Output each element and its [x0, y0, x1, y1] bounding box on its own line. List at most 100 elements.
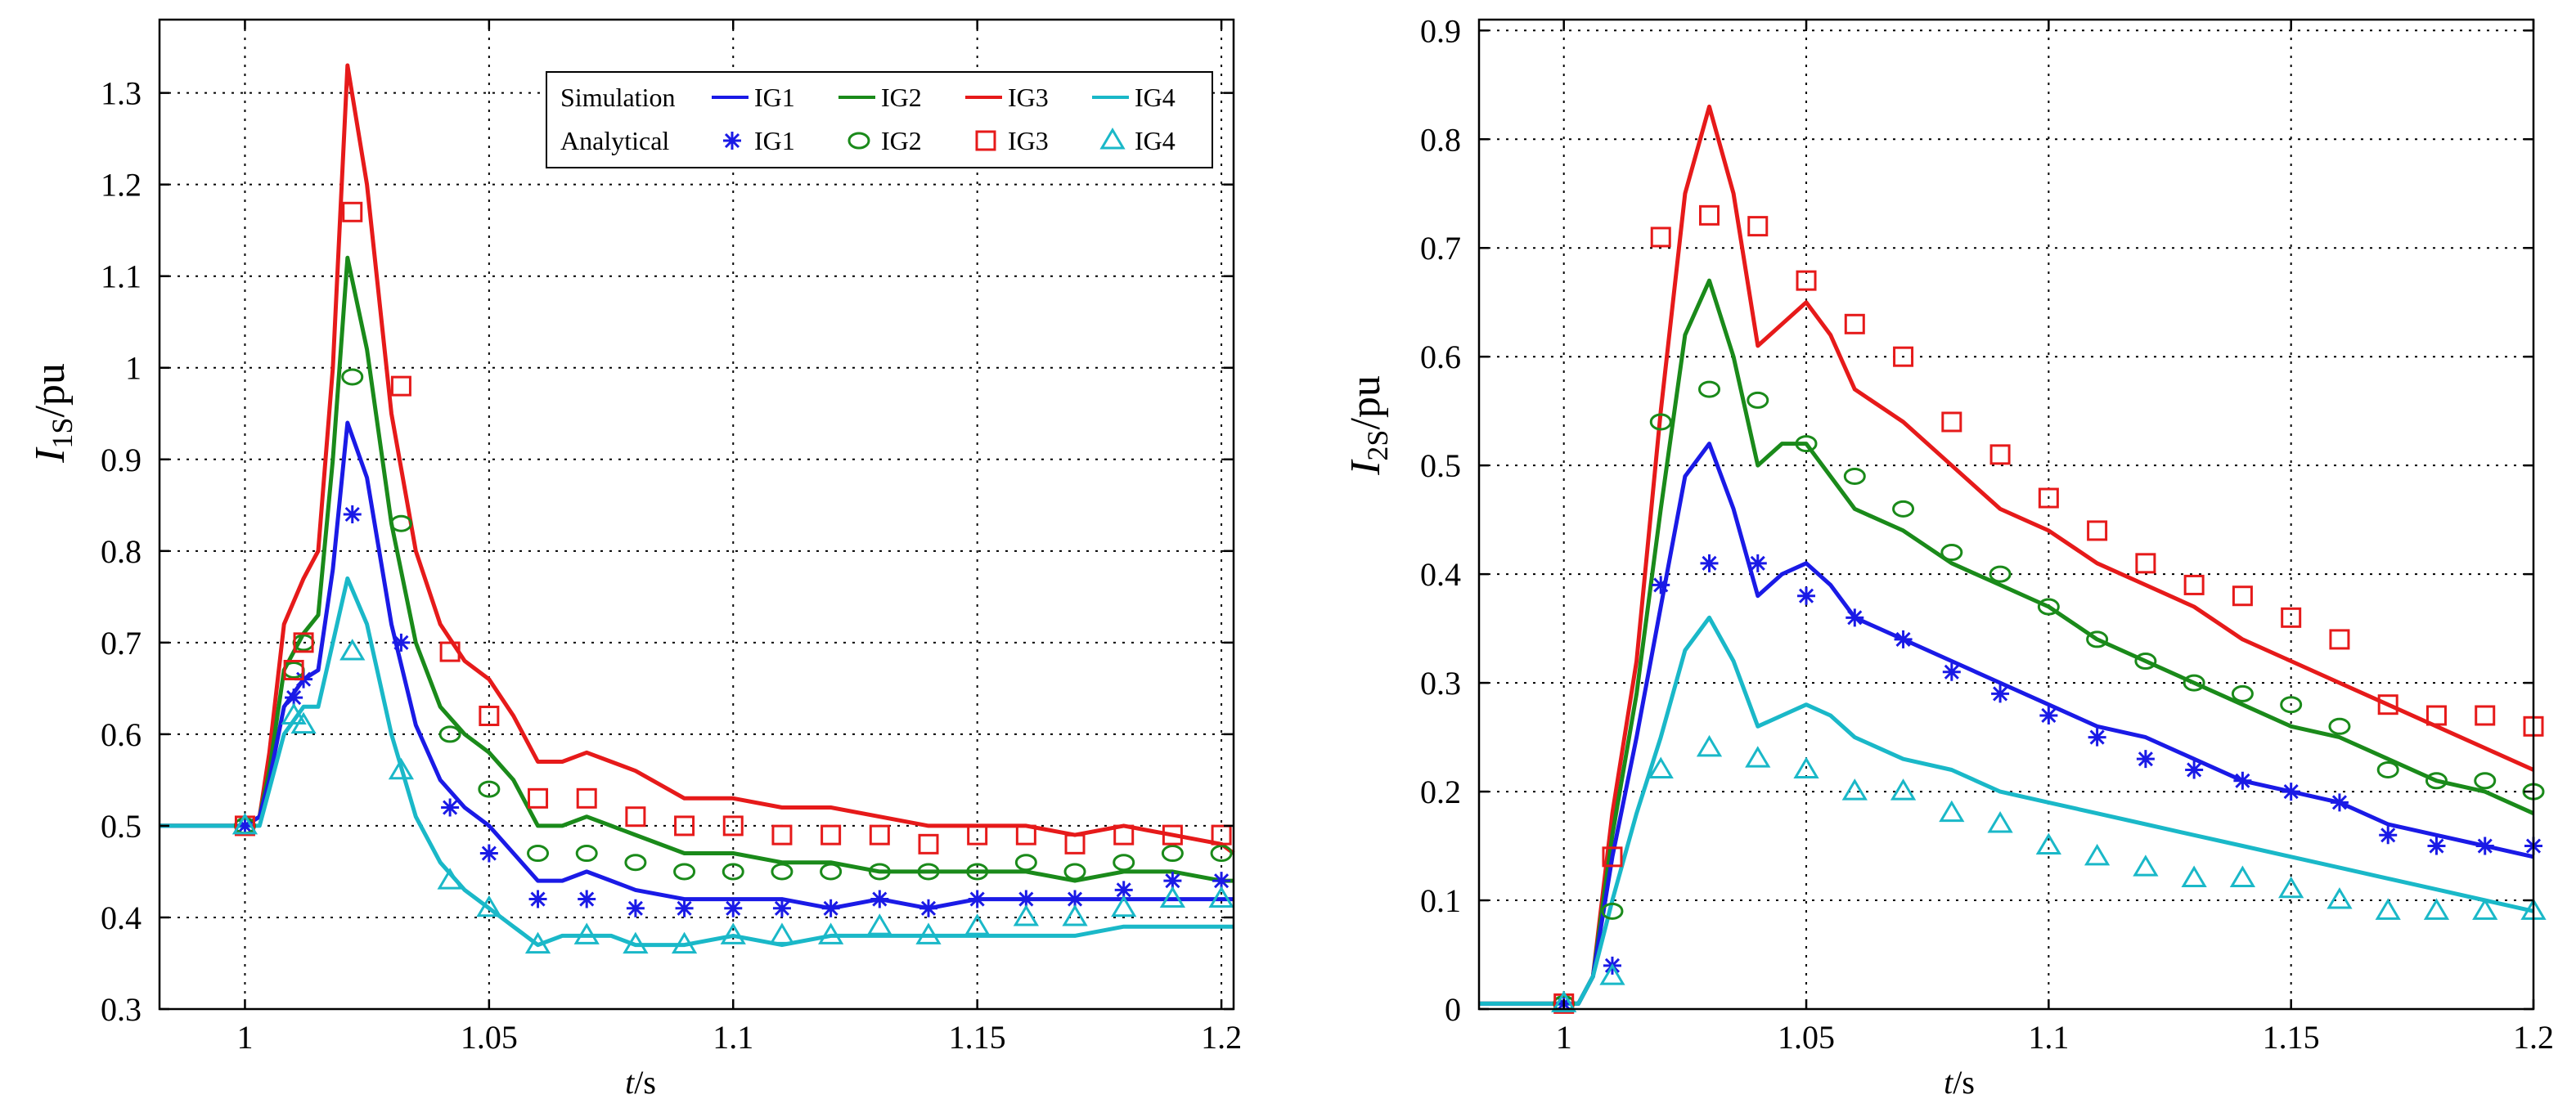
y-tick-label: 0.4	[1420, 556, 1461, 593]
analytical-point-ig4	[1890, 778, 1917, 801]
analytical-point-ig1	[2039, 706, 2058, 724]
analytical-point-ig1	[2233, 771, 2252, 790]
legend-sim-label-ig3: IG3	[1008, 83, 1049, 112]
analytical-point-ig4	[671, 931, 698, 954]
analytical-point-ig3	[2183, 574, 2205, 595]
analytical-point-ig1	[821, 899, 840, 917]
analytical-point-ig2	[868, 863, 891, 881]
analytical-point-ig2	[2474, 772, 2497, 790]
analytical-point-ig2	[1063, 863, 1086, 881]
legend-marker-ig2	[847, 132, 870, 150]
x-tick-label: 1.15	[949, 1019, 1006, 1056]
analytical-point-ig4	[915, 922, 942, 944]
analytical-point-ig2	[2425, 772, 2448, 790]
analytical-point-ig4	[437, 868, 463, 890]
analytical-point-ig2	[2134, 653, 2157, 671]
analytical-point-ig1	[1212, 872, 1231, 890]
panel-right-i2s-chart: 1 1.05 1.1 1.15 1.2 0 0.1 0.2 0.3 0.4 0.5 0.6 0.7 0.8…	[1342, 12, 2554, 1101]
analytical-point-ig4	[866, 913, 892, 935]
analytical-point-ig4	[281, 702, 307, 724]
analytical-point-ig1	[1797, 586, 1816, 605]
analytical-point-ig3	[1162, 824, 1183, 846]
x-tick-label: 1.1	[2028, 1019, 2069, 1056]
analytical-point-ig1	[2475, 837, 2494, 855]
analytical-point-ig3	[869, 824, 890, 846]
analytical-point-ig4	[1987, 811, 2013, 833]
analytical-point-ig3	[1113, 824, 1135, 846]
legend-ana-label-ig3: IG3	[1008, 126, 1049, 155]
analytical-point-ig4	[2229, 865, 2256, 887]
analytical-point-ig3	[342, 201, 363, 222]
analytical-point-ig1	[2379, 826, 2398, 845]
analytical-point-ig4	[1159, 886, 1186, 908]
analytical-point-ig2	[1989, 565, 2012, 583]
analytical-point-ig2	[1649, 413, 1672, 431]
analytical-point-ig2	[1161, 845, 1184, 863]
analytical-point-ig4	[2084, 843, 2111, 866]
simulation-line-ig2	[1479, 278, 2535, 1006]
analytical-point-ig2	[478, 780, 501, 798]
analytical-point-ig2	[722, 863, 744, 881]
y-tick-label: 0.9	[1420, 12, 1461, 49]
y-tick-label: 0.9	[101, 442, 142, 478]
analytical-point-ig1	[1652, 576, 1670, 594]
simulation-line-ig2	[160, 255, 1234, 883]
analytical-point-ig1	[870, 890, 889, 908]
analytical-point-ig3	[2329, 629, 2350, 650]
analytical-point-ig4	[769, 922, 795, 944]
analytical-point-ig2	[1940, 544, 1963, 562]
analytical-point-ig1	[1845, 608, 1864, 627]
simulation-line-ig1	[1479, 442, 2534, 1006]
analytical-point-ig3	[2281, 607, 2302, 628]
analytical-point-ig2	[820, 863, 843, 881]
right-series-layer	[1479, 104, 2547, 1014]
y-tick-label: 1	[125, 350, 142, 387]
analytical-point-ig3	[918, 833, 939, 855]
analytical-point-ig4	[573, 922, 600, 944]
analytical-point-ig1	[919, 899, 937, 917]
legend-ana-label-ig2: IG2	[881, 126, 922, 155]
analytical-point-ig4	[1745, 746, 1771, 768]
analytical-point-ig1	[236, 816, 254, 835]
analytical-point-ig3	[625, 806, 646, 828]
analytical-point-ig2	[624, 854, 647, 872]
y-tick-label: 1.2	[101, 167, 142, 204]
left-grid	[160, 20, 1234, 1010]
left-x-axis-label: t/s	[625, 1064, 656, 1101]
analytical-point-ig3	[2377, 694, 2398, 715]
analytical-point-ig2	[771, 863, 793, 881]
y-tick-label: 0.7	[1420, 230, 1461, 267]
analytical-point-ig2	[1795, 435, 1818, 453]
analytical-point-ig3	[1602, 846, 1623, 868]
analytical-point-ig1	[1748, 554, 1767, 572]
analytical-point-ig3	[293, 632, 314, 653]
analytical-point-ig1	[343, 505, 362, 523]
analytical-point-ig2	[2086, 630, 2109, 648]
analytical-point-ig3	[674, 815, 695, 837]
right-y-axis-label: I2S/pu	[1342, 375, 1394, 476]
y-tick-label: 0.3	[1420, 665, 1461, 702]
y-tick-label: 0.3	[101, 991, 142, 1028]
analytical-point-ig1	[1894, 630, 1913, 648]
analytical-point-ig2	[2231, 684, 2254, 702]
analytical-point-ig1	[2136, 750, 2155, 769]
analytical-point-ig3	[1844, 313, 1865, 334]
y-tick-label: 0	[1445, 991, 1461, 1028]
analytical-point-ig1	[2088, 728, 2106, 747]
right-plot-frame	[1477, 18, 2535, 1011]
analytical-point-ig3	[1015, 824, 1036, 846]
analytical-point-ig3	[1941, 411, 1962, 433]
analytical-point-ig4	[1696, 734, 1723, 757]
analytical-point-ig3	[2135, 553, 2156, 574]
right-x-axis-label: t/s	[1944, 1064, 1975, 1101]
simulation-line-ig4	[1479, 615, 2534, 1006]
left-axis-ticks: 1 1.05 1.1 1.15 1.2 0.3 0.4 0.5 0.6 0.7 0.8 0.9 1 1.1…	[101, 20, 1242, 1056]
analytical-point-ig2	[1113, 854, 1135, 872]
analytical-point-ig4	[2133, 855, 2159, 877]
analytical-point-ig1	[1942, 662, 1961, 681]
analytical-point-ig3	[439, 641, 461, 662]
legend-sim-label-ig4: IG4	[1135, 83, 1176, 112]
analytical-point-ig3	[2232, 585, 2253, 607]
legend-simulation-label: Simulation	[560, 83, 675, 112]
analytical-point-ig4	[1062, 904, 1088, 926]
